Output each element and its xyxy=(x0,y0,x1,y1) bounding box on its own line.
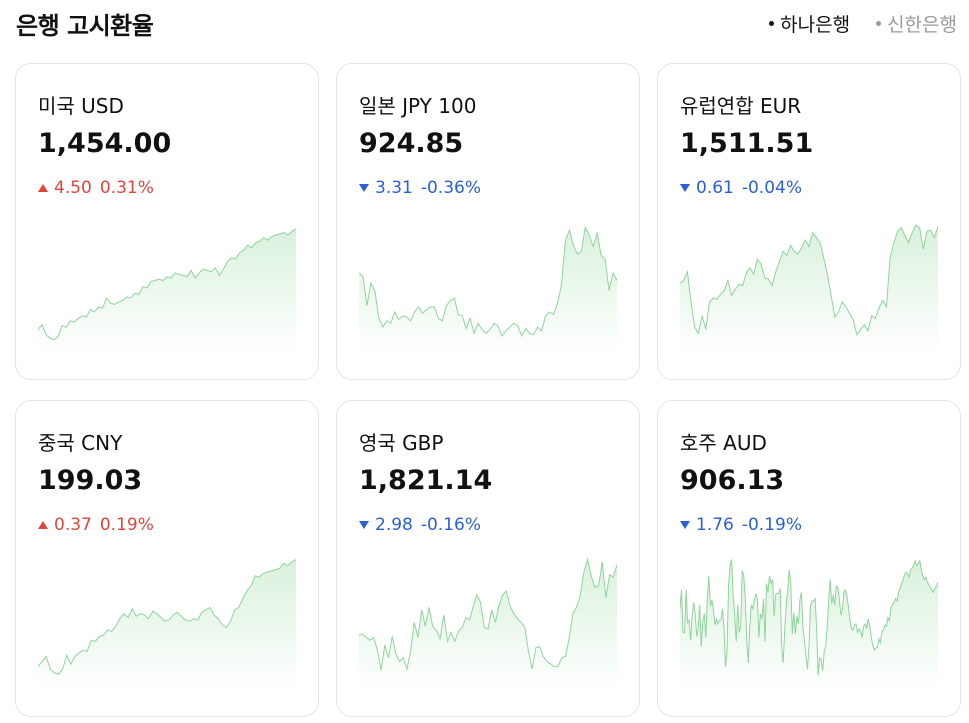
sparkline-line xyxy=(359,557,617,672)
tab-label: 하나은행 xyxy=(780,14,851,36)
currency-name: 호주 AUD xyxy=(680,431,767,455)
trend-arrow-icon xyxy=(359,184,369,192)
sparkline-line xyxy=(680,559,938,676)
trend-arrow-icon xyxy=(38,184,48,192)
rate-change: 3.31 -0.36% xyxy=(359,178,481,198)
currency-card-jpy[interactable]: 일본 JPY 100 924.85 3.31 -0.36% xyxy=(336,63,640,380)
currency-name: 유럽연합 EUR xyxy=(680,94,802,118)
change-amount: 2.98 xyxy=(375,515,413,535)
change-percent: -0.16% xyxy=(420,515,481,535)
change-percent: -0.36% xyxy=(420,178,481,198)
change-amount: 3.31 xyxy=(375,178,413,198)
change-percent: -0.19% xyxy=(741,515,802,535)
exchange-rate: 906.13 xyxy=(680,465,785,496)
sparkline-line xyxy=(359,226,617,338)
exchange-rate: 1,821.14 xyxy=(359,465,493,496)
change-amount: 0.61 xyxy=(696,178,734,198)
sparkline-chart xyxy=(680,559,938,691)
sparkline-chart xyxy=(680,224,938,354)
rate-change: 0.37 0.19% xyxy=(38,515,154,535)
sparkline-line xyxy=(680,224,938,336)
currency-card-usd[interactable]: 미국 USD 1,454.00 4.50 0.31% xyxy=(15,63,319,380)
rate-change: 2.98 -0.16% xyxy=(359,515,481,535)
exchange-rate: 1,511.51 xyxy=(680,128,814,159)
trend-arrow-icon xyxy=(38,521,48,529)
currency-name: 중국 CNY xyxy=(38,431,123,455)
exchange-rate: 924.85 xyxy=(359,128,464,159)
bank-tabs: 하나은행 신한은행 xyxy=(769,10,957,37)
change-amount: 0.37 xyxy=(54,515,92,535)
tab-hana-bank[interactable]: 하나은행 xyxy=(769,10,850,37)
trend-arrow-icon xyxy=(680,184,690,192)
inactive-dot-icon xyxy=(876,21,882,26)
currency-card-eur[interactable]: 유럽연합 EUR 1,511.51 0.61 -0.04% xyxy=(657,63,961,380)
currency-name: 미국 USD xyxy=(38,94,124,118)
sparkline-chart xyxy=(359,226,617,354)
sparkline-area xyxy=(680,225,938,354)
rate-change: 1.76 -0.19% xyxy=(680,515,802,535)
rate-change: 4.50 0.31% xyxy=(38,178,154,198)
sparkline-area xyxy=(359,227,617,354)
change-percent: 0.31% xyxy=(99,178,154,198)
header: 은행 고시환율 하나은행 신한은행 xyxy=(0,0,969,50)
exchange-rate: 1,454.00 xyxy=(38,128,172,159)
sparkline-chart xyxy=(38,228,296,354)
change-amount: 1.76 xyxy=(696,515,734,535)
change-percent: -0.04% xyxy=(741,178,802,198)
active-dot-icon xyxy=(769,21,775,26)
change-percent: 0.19% xyxy=(99,515,154,535)
change-amount: 4.50 xyxy=(54,178,92,198)
sparkline-area xyxy=(680,559,938,691)
currency-card-aud[interactable]: 호주 AUD 906.13 1.76 -0.19% xyxy=(657,400,961,717)
sparkline-chart xyxy=(359,557,617,691)
page-title: 은행 고시환율 xyxy=(16,12,154,40)
currency-card-cny[interactable]: 중국 CNY 199.03 0.37 0.19% xyxy=(15,400,319,717)
sparkline-area xyxy=(38,559,296,691)
rate-change: 0.61 -0.04% xyxy=(680,178,802,198)
currency-grid: 미국 USD 1,454.00 4.50 0.31% 일본 JPY 100 92… xyxy=(15,63,961,717)
currency-card-gbp[interactable]: 영국 GBP 1,821.14 2.98 -0.16% xyxy=(336,400,640,717)
trend-arrow-icon xyxy=(359,521,369,529)
tab-shinhan-bank[interactable]: 신한은행 xyxy=(876,10,957,37)
sparkline-line xyxy=(38,228,296,341)
tab-label: 신한은행 xyxy=(887,14,957,36)
sparkline-chart xyxy=(38,559,296,691)
currency-name: 일본 JPY 100 xyxy=(359,94,477,118)
exchange-rate: 199.03 xyxy=(38,465,143,496)
sparkline-area xyxy=(359,559,617,691)
currency-name: 영국 GBP xyxy=(359,431,444,455)
sparkline-line xyxy=(38,559,296,675)
sparkline-area xyxy=(38,228,296,354)
trend-arrow-icon xyxy=(680,521,690,529)
